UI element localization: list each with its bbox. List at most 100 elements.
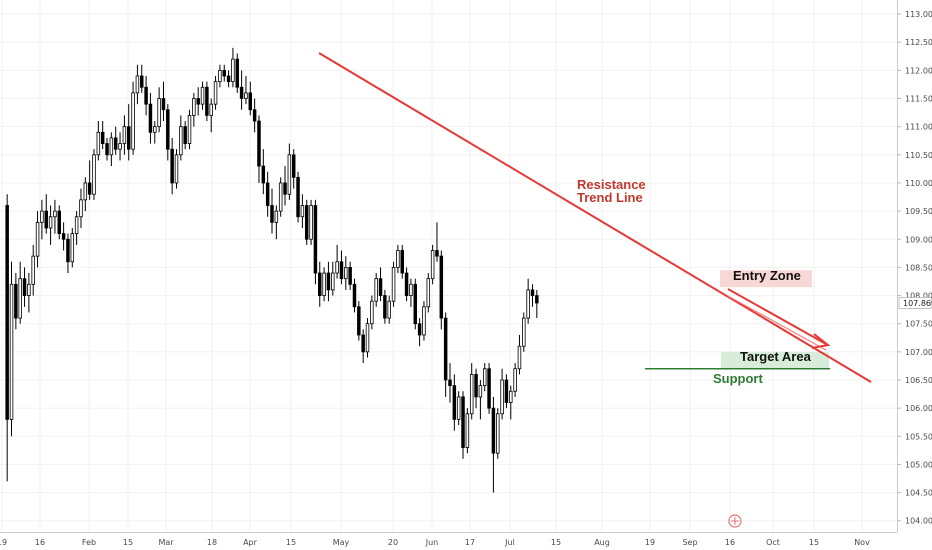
candle-body	[283, 182, 287, 195]
candle-body	[261, 165, 266, 184]
candle-body	[439, 255, 444, 319]
y-tick-label: 109.000	[905, 235, 932, 244]
candle-body	[218, 69, 222, 83]
y-tick-label: 104.500	[905, 489, 932, 498]
x-tick-label: Aug	[594, 538, 610, 547]
candle-body	[274, 210, 279, 223]
candle-body	[370, 300, 374, 325]
y-axis-ticks: 113.000 112.500 112.000 111.500 111.000 110.5…	[897, 10, 932, 526]
x-tick-label: 15	[809, 538, 819, 547]
candle-body	[278, 182, 283, 212]
candle-body	[66, 238, 70, 263]
candle-body	[352, 283, 357, 308]
x-tick-label: 16	[725, 538, 735, 547]
x-tick-label: 19	[0, 538, 7, 547]
candle-body	[209, 103, 213, 116]
candle-body	[18, 278, 22, 319]
y-tick-label: 112.000	[905, 66, 932, 75]
candle-body	[378, 278, 383, 296]
resistance-trend-line	[318, 52, 872, 383]
candle-body	[391, 267, 396, 302]
candle-body	[200, 86, 205, 105]
candle-body	[96, 131, 101, 156]
candle-body	[192, 98, 196, 116]
candle-body	[474, 373, 478, 398]
candle-body	[235, 58, 240, 88]
candle-body	[248, 92, 253, 111]
candle-body	[526, 289, 530, 319]
support-label: Support	[713, 371, 763, 386]
candle-body	[83, 182, 88, 201]
candle-body	[118, 143, 122, 150]
candle-body	[318, 272, 322, 296]
x-tick-label: Mar	[158, 538, 174, 547]
y-tick-label: 106.500	[905, 376, 932, 385]
annotation-shapes	[720, 270, 829, 369]
candle-body	[40, 210, 44, 223]
x-tick-label: 16	[35, 538, 45, 547]
candle-body	[374, 278, 378, 302]
y-tick-label: 105.500	[905, 432, 932, 441]
target-area-box	[721, 351, 829, 369]
candle-body	[496, 413, 500, 454]
candle-body	[270, 205, 274, 223]
candle-body	[513, 368, 517, 392]
candle-body	[469, 373, 474, 415]
candle-body	[400, 250, 404, 274]
candle-body	[348, 267, 352, 285]
candle-body	[417, 323, 422, 336]
candle-body	[265, 182, 270, 206]
candle-body	[478, 385, 483, 398]
candle-body	[304, 205, 309, 240]
x-tick-label: 20	[388, 538, 398, 547]
candle-body	[144, 86, 148, 105]
candle-body	[443, 317, 448, 381]
y-tick-label: 111.000	[905, 123, 932, 132]
candle-body	[205, 86, 209, 116]
candle-body	[183, 126, 187, 144]
candle-body	[361, 334, 365, 353]
candle-body	[87, 182, 92, 195]
candle-body	[522, 317, 526, 347]
last-price-label: 107.869	[903, 299, 932, 308]
y-tick-label: 111.500	[905, 95, 932, 104]
x-tick-label: 15	[286, 538, 296, 547]
candle-body	[48, 216, 53, 229]
candle-body	[357, 306, 361, 336]
projection-arrow-head	[811, 333, 831, 349]
x-tick-label: 17	[465, 538, 475, 547]
candle-body	[61, 233, 66, 240]
candle-body	[135, 75, 140, 94]
candle-body	[296, 176, 300, 218]
candle-body	[452, 385, 457, 420]
x-tick-label: Sep	[682, 538, 697, 547]
candle-body	[435, 250, 439, 257]
candle-body	[500, 379, 504, 415]
candle-body	[92, 154, 96, 195]
candle-body	[387, 300, 391, 319]
y-tick-label: 107.000	[905, 348, 932, 357]
target-area-label: Target Area	[740, 349, 812, 364]
candle-body	[9, 283, 14, 420]
candle-body	[74, 216, 79, 235]
x-tick-label: Nov	[854, 538, 870, 547]
grid-lines	[0, 0, 897, 532]
candle-body	[109, 137, 114, 156]
candle-body	[122, 126, 127, 144]
annotation-overlays	[318, 52, 872, 383]
candle-body	[22, 278, 27, 296]
candle-body	[326, 272, 331, 291]
resistance-label-line2: Trend Line	[577, 190, 643, 205]
x-tick-label: 15	[551, 538, 561, 547]
candle-body	[174, 154, 179, 184]
x-axis-ticks: 19 16 Feb 15 Mar 18 Apr 15 May 20 Jun 17 Jul 15 Aug 19 S…	[0, 538, 870, 547]
candle-body	[161, 98, 166, 111]
candle-body	[365, 323, 370, 353]
candle-body	[422, 306, 426, 336]
y-tick-label: 109.500	[905, 207, 932, 216]
candle-body	[79, 199, 83, 218]
candle-body	[196, 98, 200, 105]
candle-body	[257, 120, 261, 167]
x-tick-label: Feb	[82, 538, 96, 547]
candle-body	[465, 413, 470, 448]
